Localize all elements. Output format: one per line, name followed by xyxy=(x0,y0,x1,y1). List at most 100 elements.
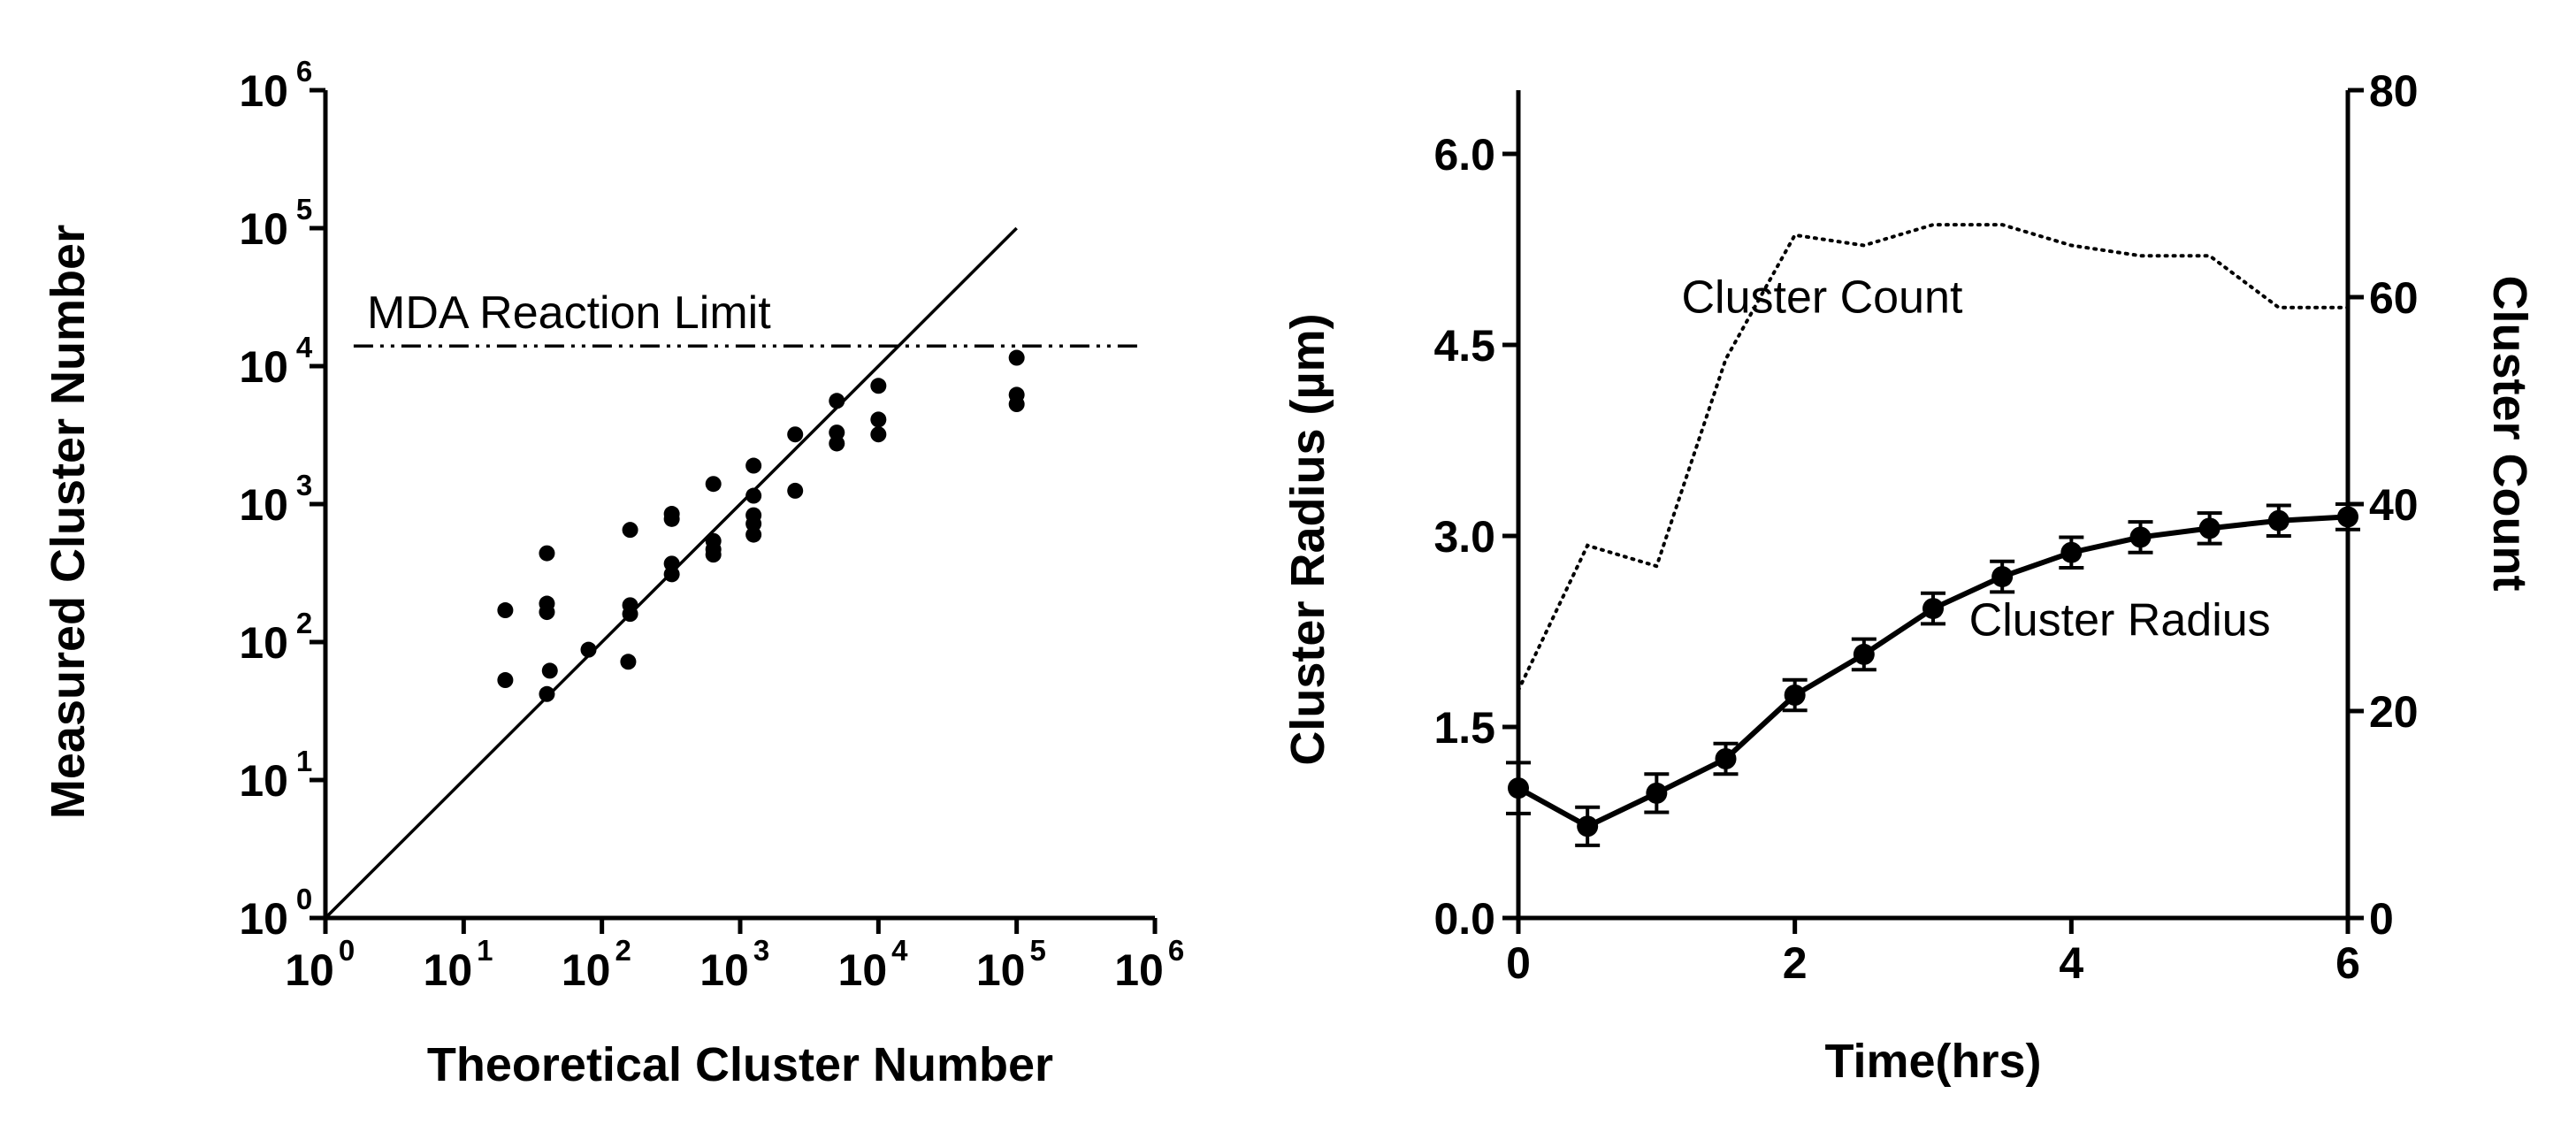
series-label-cluster-radius: Cluster Radius xyxy=(1969,594,2271,646)
series-markers-cluster-radius xyxy=(1508,506,2358,838)
x-tick-exponent: 4 xyxy=(891,934,908,967)
scatter-points xyxy=(497,349,1025,702)
y-tick-label: 10 xyxy=(239,894,288,944)
y-tick-label: 1.5 xyxy=(1433,703,1495,753)
data-point xyxy=(1991,566,2014,588)
y-tick-exponent: 5 xyxy=(296,193,312,226)
data-point xyxy=(622,606,638,623)
data-point xyxy=(2060,541,2083,563)
data-point xyxy=(620,654,637,670)
data-point xyxy=(497,602,514,619)
data-point xyxy=(745,487,762,504)
data-point xyxy=(1008,396,1025,413)
y-axis-title: Cluster Radius (µm) xyxy=(1281,313,1334,765)
error-bars xyxy=(1506,502,2360,847)
x-tick-label: 2 xyxy=(1783,938,1808,988)
x-axis-ticks: 0 2 4 6 xyxy=(1506,918,2360,988)
x-tick-exponent: 1 xyxy=(477,934,493,967)
y-tick-label: 10 xyxy=(239,342,288,392)
x-tick-label: 10 xyxy=(976,945,1026,995)
data-point xyxy=(2267,509,2289,532)
x-tick-label: 10 xyxy=(699,945,749,995)
data-point xyxy=(745,457,762,474)
data-point xyxy=(580,641,597,658)
y-tick-label: 10 xyxy=(239,618,288,668)
series-line-cluster-count xyxy=(1517,223,2350,692)
y-tick-exponent: 3 xyxy=(296,469,312,501)
y-tick-label: 3.0 xyxy=(1433,512,1495,562)
data-point xyxy=(870,378,887,394)
data-point xyxy=(787,482,804,499)
x-tick-label: 10 xyxy=(1114,945,1164,995)
data-point xyxy=(1715,748,1737,769)
y-tick-exponent: 0 xyxy=(296,883,312,915)
y-tick-exponent: 6 xyxy=(296,55,312,88)
x-tick-exponent: 3 xyxy=(753,934,769,967)
time-course-panel: 0 2 4 6 0.0 1.5 3.0 4.5 6.0 0 20 40 60 80 Cluster C… xyxy=(1281,66,2536,1088)
y2-tick-label: 0 xyxy=(2369,894,2394,944)
y-tick-exponent: 2 xyxy=(296,607,312,639)
y-tick-exponent: 1 xyxy=(296,745,312,777)
data-point xyxy=(539,604,555,621)
data-point xyxy=(539,545,555,562)
x-tick-exponent: 6 xyxy=(1168,934,1184,967)
data-point xyxy=(541,662,558,679)
y-axis-ticks: 0.0 1.5 3.0 4.5 6.0 xyxy=(1433,130,1518,944)
x-tick-label: 10 xyxy=(424,945,473,995)
x-axis-title: Theoretical Cluster Number xyxy=(427,1038,1053,1091)
x-axis-ticks: 10 0 10 1 10 2 10 3 10 4 10 5 10 6 xyxy=(285,918,1184,995)
x-tick-exponent: 0 xyxy=(339,934,355,967)
x-tick-exponent: 2 xyxy=(615,934,631,967)
x-tick-exponent: 5 xyxy=(1029,934,1045,967)
y2-axis-ticks: 0 20 40 60 80 xyxy=(2348,66,2419,944)
x-tick-label: 10 xyxy=(838,945,888,995)
y-tick-label: 4.5 xyxy=(1433,321,1495,371)
data-point xyxy=(2129,526,2152,548)
series-label-cluster-count: Cluster Count xyxy=(1681,272,1962,324)
y-axis-title: Measured Cluster Number xyxy=(42,225,95,819)
data-point xyxy=(870,411,887,428)
x-tick-label: 6 xyxy=(2335,938,2360,988)
data-point xyxy=(1922,598,1944,620)
data-point xyxy=(2198,517,2221,539)
x-axis-title: Time(hrs) xyxy=(1824,1035,2041,1088)
data-point xyxy=(705,547,722,563)
data-point xyxy=(1646,782,1668,804)
y2-tick-label: 20 xyxy=(2369,687,2419,737)
data-point xyxy=(1577,815,1599,838)
data-point xyxy=(622,522,638,539)
y-tick-label: 0.0 xyxy=(1433,894,1495,944)
y2-tick-label: 60 xyxy=(2369,273,2419,323)
y-tick-exponent: 4 xyxy=(296,331,313,363)
data-point xyxy=(663,566,680,583)
limit-line-label: MDA Reaction Limit xyxy=(367,287,771,339)
data-point xyxy=(1008,349,1025,366)
y-tick-label: 10 xyxy=(239,480,288,530)
y-tick-label: 10 xyxy=(239,66,288,116)
y2-tick-label: 40 xyxy=(2369,480,2419,530)
y2-tick-label: 80 xyxy=(2369,66,2419,116)
x-tick-label: 10 xyxy=(562,945,611,995)
y2-axis-title: Cluster Count xyxy=(2483,276,2536,592)
y-tick-label: 10 xyxy=(239,204,288,254)
data-point xyxy=(829,435,845,452)
data-point xyxy=(539,685,555,702)
x-tick-label: 0 xyxy=(1506,938,1531,988)
data-point xyxy=(870,426,887,443)
data-point xyxy=(787,426,804,443)
y-tick-label: 10 xyxy=(239,756,288,806)
data-point xyxy=(829,393,845,409)
y-tick-label: 6.0 xyxy=(1433,130,1495,180)
x-tick-label: 10 xyxy=(285,945,334,995)
data-point xyxy=(1784,685,1806,706)
data-point xyxy=(705,476,722,493)
series-line-cluster-radius xyxy=(1517,514,2349,830)
data-point xyxy=(663,510,680,527)
data-point xyxy=(497,672,514,689)
data-point xyxy=(829,424,845,441)
x-tick-label: 4 xyxy=(2059,938,2083,988)
data-point xyxy=(745,516,762,532)
